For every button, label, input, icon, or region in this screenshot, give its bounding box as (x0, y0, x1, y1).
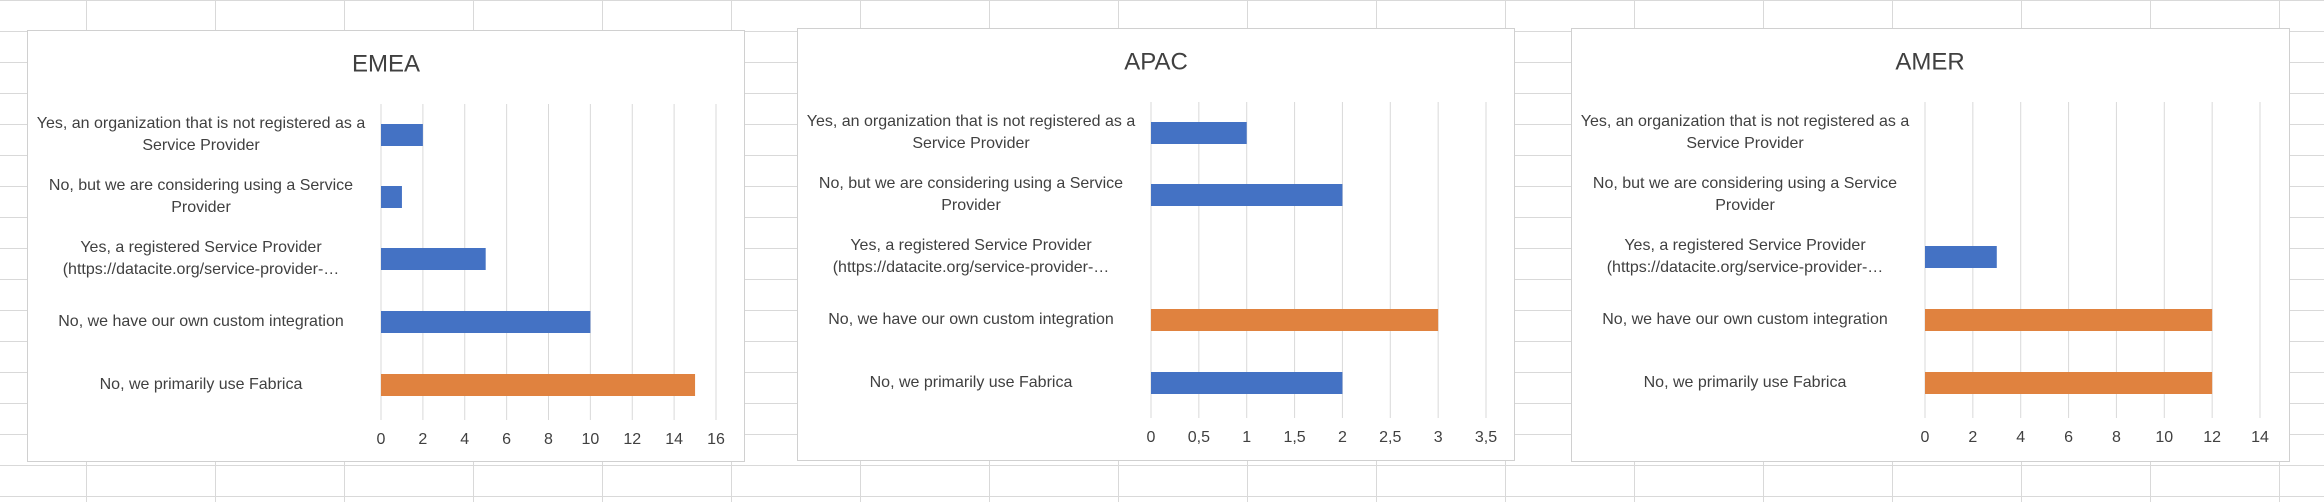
category-label: No, we primarily use Fabrica (869, 374, 1073, 391)
bar (381, 124, 423, 146)
category-label: Yes, an organization that is not registe… (36, 115, 366, 154)
category-label: No, but we are considering using a Servi… (48, 177, 354, 216)
x-tick-label: 2,5 (1379, 429, 1401, 446)
x-tick-label: 12 (623, 431, 641, 448)
category-label: No, but we are considering using a Servi… (1592, 175, 1898, 214)
x-tick-label: 1,5 (1283, 429, 1305, 446)
chart-title: AMER (1895, 48, 1964, 75)
category-label: No, but we are considering using a Servi… (818, 175, 1124, 214)
chart-title: EMEA (352, 50, 420, 77)
x-tick-label: 1 (1242, 429, 1251, 446)
category-label: No, we have our own custom integration (1602, 311, 1888, 328)
x-tick-label: 10 (2155, 429, 2173, 446)
x-tick-label: 2 (418, 431, 427, 448)
bar (1925, 246, 1997, 268)
bar (381, 311, 591, 333)
bar (381, 248, 486, 270)
x-tick-label: 3,5 (1475, 429, 1497, 446)
x-tick-label: 4 (2016, 429, 2025, 446)
chart-title: APAC (1124, 48, 1188, 75)
x-tick-label: 12 (2203, 429, 2221, 446)
x-tick-label: 6 (502, 431, 511, 448)
category-label: No, we primarily use Fabrica (1643, 374, 1847, 391)
category-label: Yes, a registered Service Provider (http… (62, 239, 340, 278)
x-tick-label: 16 (707, 431, 725, 448)
x-tick-label: 0,5 (1188, 429, 1210, 446)
bar (1151, 184, 1343, 206)
x-tick-label: 14 (665, 431, 683, 448)
bar (1925, 309, 2213, 331)
bar (1151, 309, 1439, 331)
category-label: Yes, an organization that is not registe… (806, 113, 1136, 152)
x-tick-label: 3 (1434, 429, 1443, 446)
category-label: No, we have our own custom integration (828, 311, 1114, 328)
x-tick-label: 8 (544, 431, 553, 448)
category-label: Yes, a registered Service Provider (http… (832, 237, 1110, 276)
x-tick-label: 4 (460, 431, 469, 448)
x-tick-label: 2 (1968, 429, 1977, 446)
x-tick-label: 0 (377, 431, 386, 448)
bar (381, 374, 696, 396)
x-tick-label: 6 (2064, 429, 2073, 446)
x-tick-label: 0 (1147, 429, 1156, 446)
category-label: Yes, a registered Service Provider (http… (1606, 237, 1884, 276)
bar (381, 186, 402, 208)
x-tick-label: 14 (2251, 429, 2269, 446)
bar (1151, 122, 1247, 144)
category-label: No, we have our own custom integration (58, 313, 344, 330)
x-tick-label: 10 (581, 431, 599, 448)
x-tick-label: 2 (1338, 429, 1347, 446)
x-tick-label: 0 (1921, 429, 1930, 446)
category-label: Yes, an organization that is not registe… (1580, 113, 1910, 152)
category-label: No, we primarily use Fabrica (99, 376, 303, 393)
bar (1925, 372, 2213, 394)
bar (1151, 372, 1343, 394)
x-tick-label: 8 (2112, 429, 2121, 446)
